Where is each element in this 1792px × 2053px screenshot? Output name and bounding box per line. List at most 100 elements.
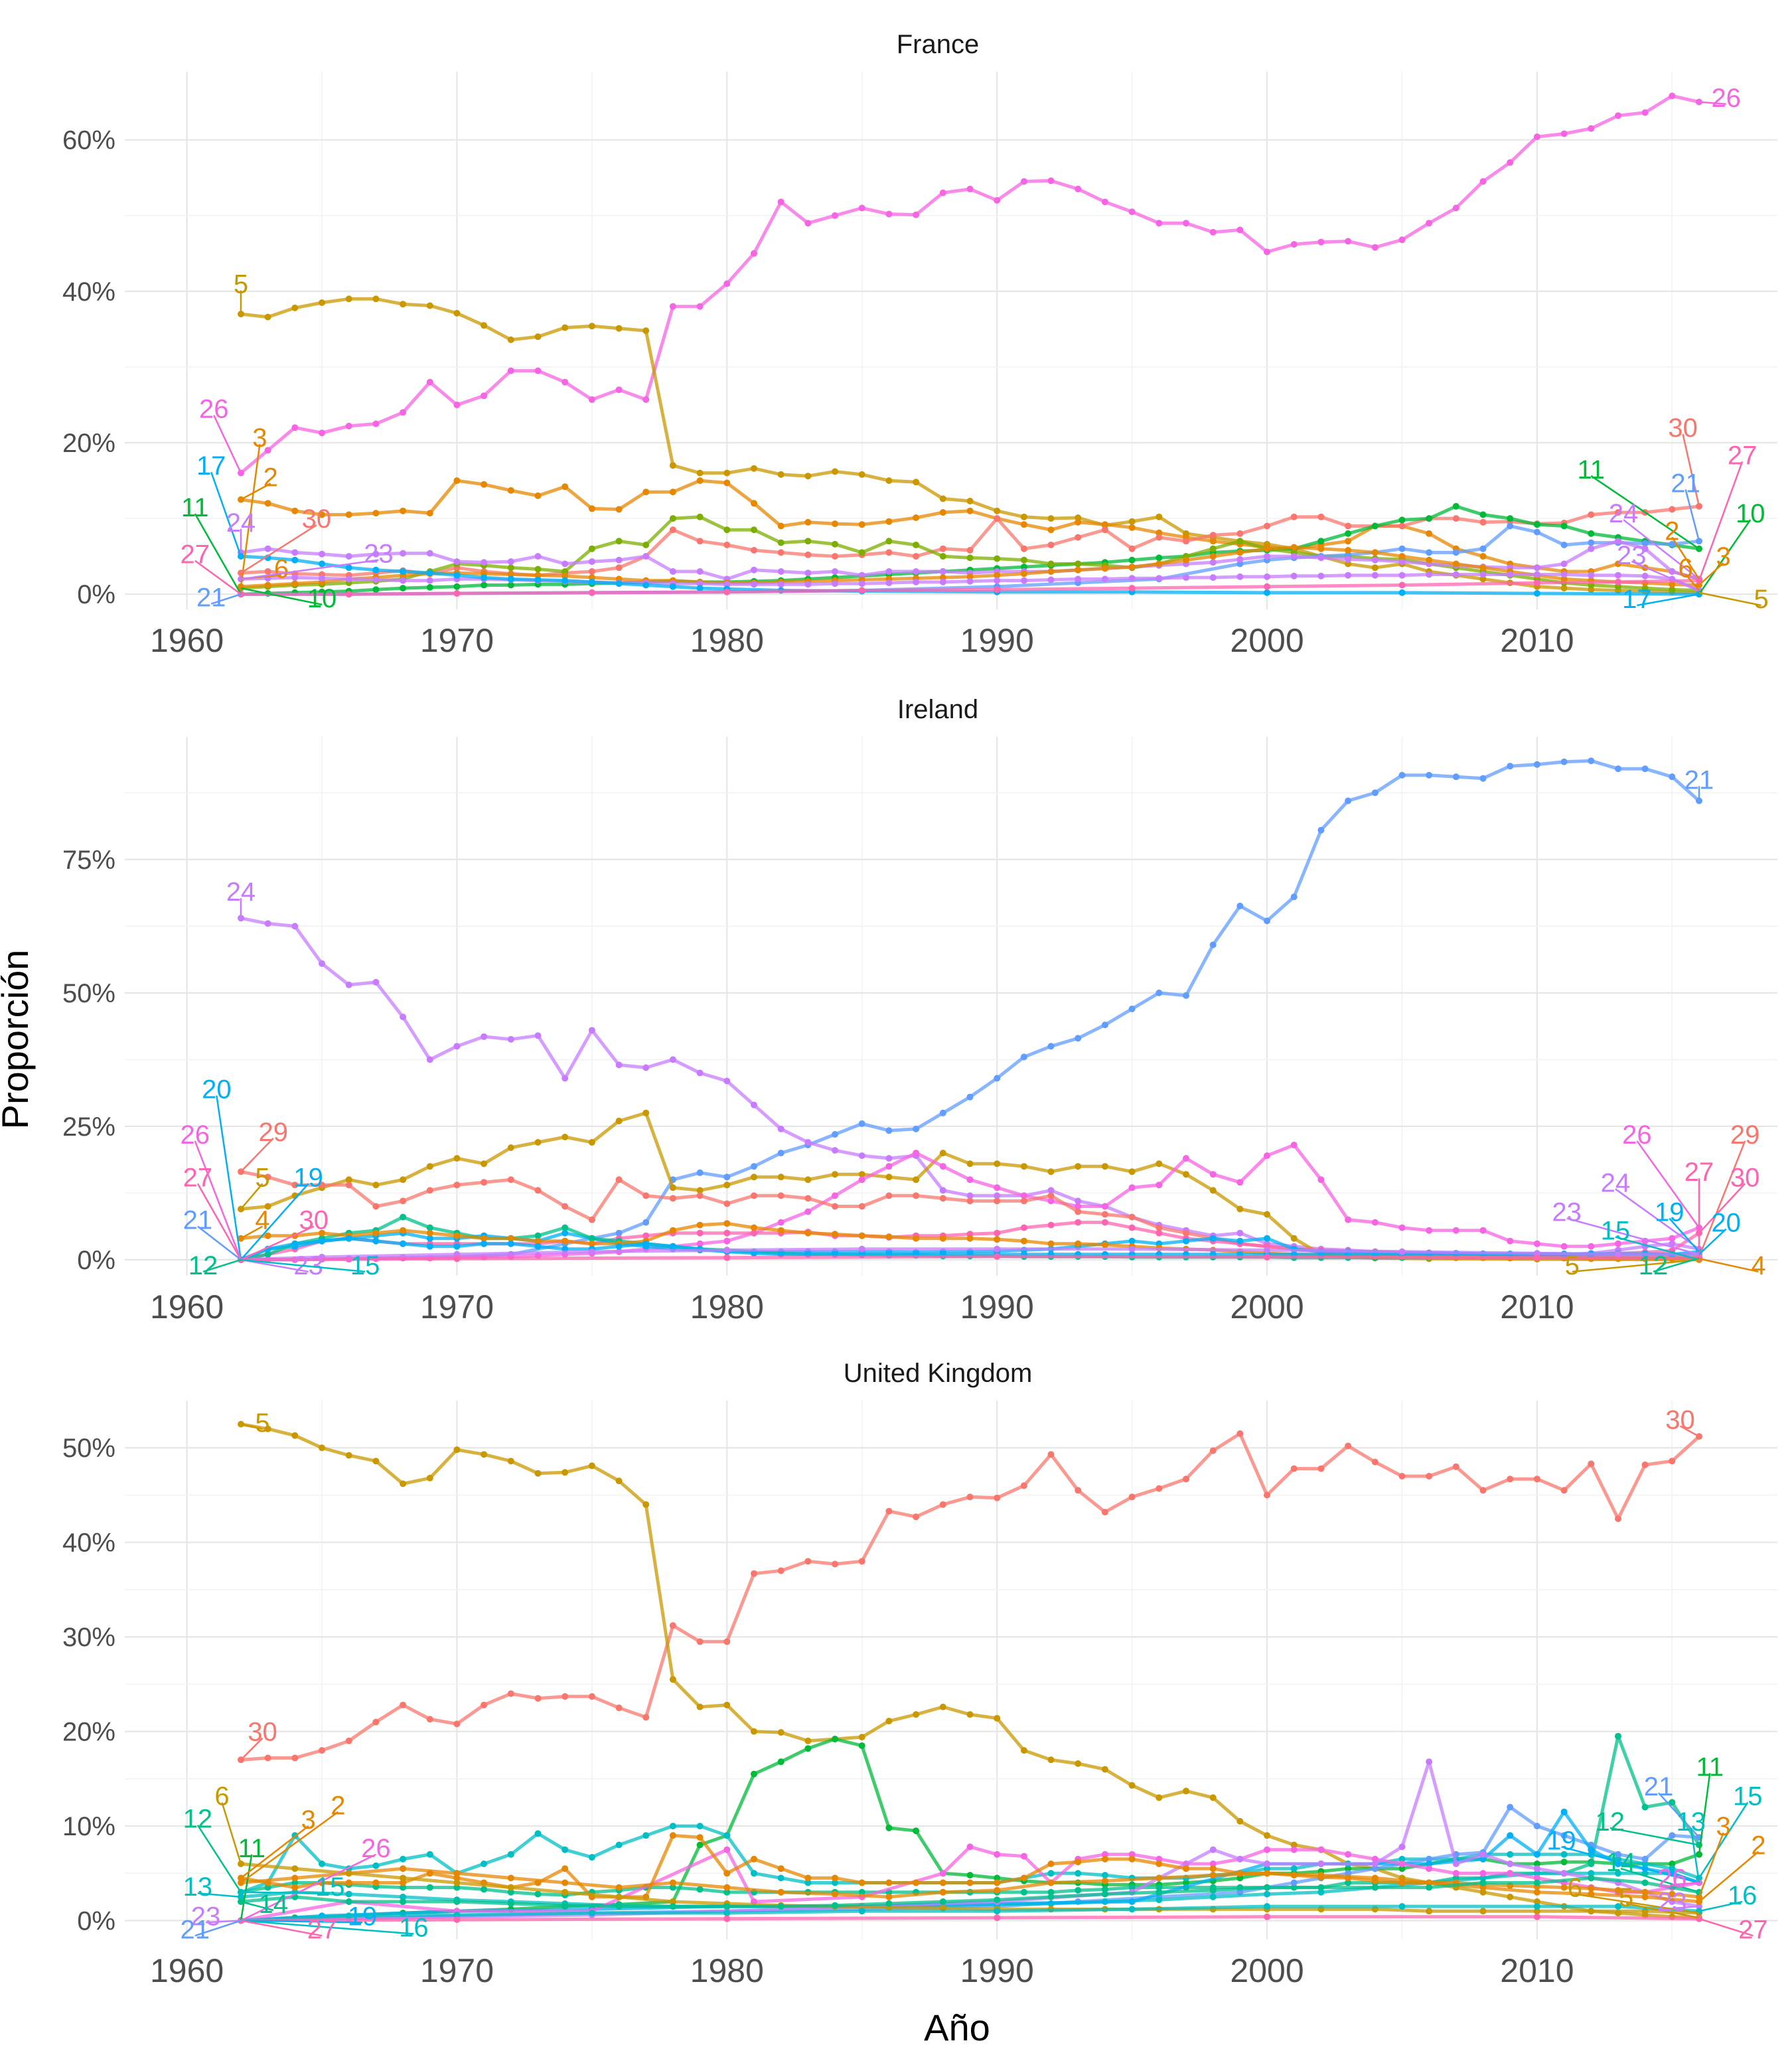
data-point: [804, 1229, 812, 1237]
data-point: [372, 576, 380, 583]
data-point: [588, 1693, 595, 1700]
data-point: [1156, 1485, 1163, 1492]
data-point: [832, 1147, 838, 1154]
data-point: [723, 1903, 731, 1910]
data-point: [777, 471, 784, 478]
data-point: [1236, 1817, 1244, 1825]
data-point: [615, 1176, 623, 1183]
data-point: [1371, 522, 1379, 530]
data-point: [1426, 549, 1433, 556]
x-tick-label: 1970: [420, 1952, 494, 1989]
data-point: [1669, 1861, 1676, 1867]
data-point: [1290, 1235, 1298, 1242]
data-point: [1533, 1913, 1540, 1920]
label-leader-line: [1698, 1832, 1724, 1898]
data-point: [1047, 576, 1055, 583]
series-label: 23: [1657, 1888, 1687, 1917]
data-point: [400, 1240, 407, 1247]
data-point: [723, 1181, 731, 1189]
data-point: [723, 1846, 731, 1853]
data-point: [453, 1884, 461, 1891]
data-point: [453, 1870, 461, 1877]
data-point: [1533, 590, 1540, 597]
data-point: [400, 577, 407, 584]
data-point: [1615, 578, 1621, 585]
data-point: [426, 1056, 433, 1063]
data-point: [1317, 238, 1325, 246]
data-point: [1533, 1879, 1540, 1886]
data-point: [1345, 1865, 1352, 1872]
label-leader-line: [1561, 1846, 1700, 1884]
data-point: [264, 447, 271, 454]
data-point: [1560, 1808, 1568, 1815]
data-point: [751, 526, 757, 534]
data-point: [994, 1879, 1001, 1886]
data-point: [777, 549, 784, 556]
label-leader-line: [240, 559, 379, 580]
data-point: [507, 1240, 514, 1247]
series-label: 6: [1679, 554, 1693, 583]
data-point: [939, 1703, 946, 1711]
label-leader-line: [1679, 1425, 1700, 1438]
data-point: [994, 1160, 1001, 1168]
data-point: [264, 1884, 271, 1891]
data-point: [1533, 1823, 1540, 1830]
series-label: 14: [1606, 1848, 1636, 1877]
data-point: [1047, 1451, 1055, 1458]
data-point: [372, 586, 380, 593]
data-point: [1020, 1224, 1027, 1231]
data-point: [804, 570, 812, 577]
data-point: [1588, 1885, 1595, 1892]
data-point: [885, 477, 893, 485]
data-point: [1183, 992, 1189, 999]
data-point: [723, 280, 731, 287]
data-point: [1264, 545, 1270, 552]
data-point: [1398, 581, 1406, 589]
data-point: [1669, 1799, 1676, 1806]
data-point: [615, 1243, 623, 1250]
data-point: [426, 1163, 433, 1170]
data-point: [345, 1898, 352, 1905]
label-leader-line: [1669, 1217, 1700, 1253]
data-point: [1452, 571, 1459, 578]
data-point: [804, 473, 812, 480]
data-point: [804, 1139, 812, 1146]
series-group: [238, 92, 1702, 598]
data-point: [1020, 1874, 1027, 1882]
data-point: [264, 1232, 271, 1239]
data-point: [939, 568, 946, 575]
data-point: [885, 1233, 893, 1241]
data-point: [426, 1474, 433, 1482]
data-point: [588, 1139, 595, 1146]
data-point: [1183, 1155, 1189, 1162]
series-label: 12: [183, 1805, 213, 1834]
label-leader-line: [1658, 1792, 1700, 1838]
data-point: [696, 1841, 704, 1849]
data-point: [1452, 204, 1459, 212]
series-label: 19: [348, 1902, 378, 1931]
data-point: [534, 367, 542, 374]
data-point: [832, 1171, 838, 1178]
data-point: [507, 581, 514, 589]
data-point: [1317, 826, 1325, 834]
data-point: [1128, 1224, 1136, 1231]
data-point: [1290, 553, 1298, 560]
label-leader-line: [1698, 461, 1744, 581]
data-point: [1101, 1855, 1108, 1863]
data-point: [1020, 1163, 1027, 1170]
data-point: [669, 1195, 676, 1202]
data-point: [1398, 1248, 1406, 1255]
data-point: [264, 545, 271, 552]
data-point: [1020, 564, 1027, 571]
data-point: [238, 1893, 244, 1900]
data-point: [1615, 765, 1621, 773]
data-point: [561, 378, 569, 386]
series-label: 23: [364, 540, 394, 569]
data-point: [1101, 1890, 1108, 1898]
series-5: [238, 1420, 1702, 1922]
data-point: [804, 551, 812, 558]
data-point: [1696, 98, 1702, 106]
data-point: [1669, 1235, 1676, 1242]
data-point: [1156, 1855, 1163, 1863]
x-axis-label: Año: [924, 2007, 990, 2048]
